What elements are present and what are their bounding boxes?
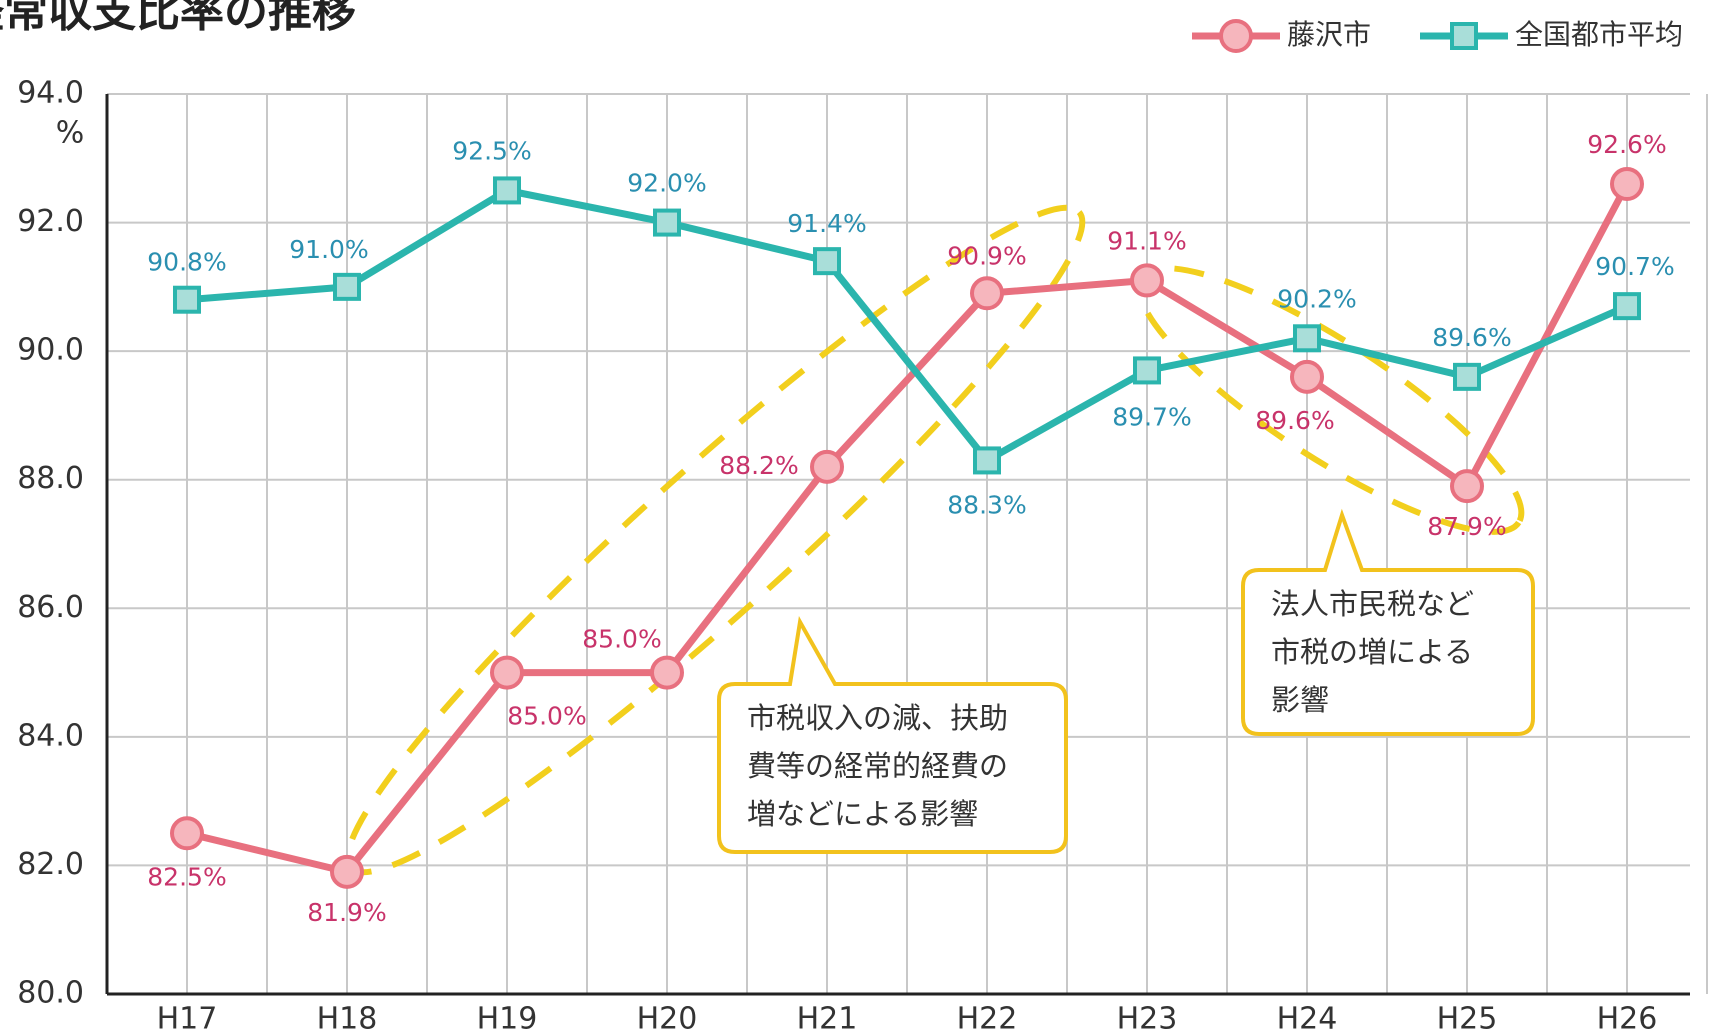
data-label: 89.6% (1255, 406, 1334, 435)
y-tick-label: 88.0 (17, 461, 84, 496)
series-line (186, 182, 1631, 876)
y-tick-label: 94.0 (17, 76, 84, 111)
x-tick-label: H22 (957, 1002, 1018, 1035)
point-marker (973, 446, 1001, 475)
point-marker (1133, 356, 1161, 385)
point-marker (1610, 167, 1644, 201)
data-label: 89.7% (1112, 402, 1191, 431)
callout-text: 市税の増による (1271, 635, 1473, 669)
y-tick-label: 90.0 (17, 333, 84, 368)
x-tick-label: H21 (797, 1002, 858, 1035)
data-label: 85.0% (582, 625, 661, 654)
x-tick-label: H26 (1597, 1002, 1658, 1035)
legend-marker (1219, 19, 1253, 53)
callout-text: 費等の経常的経費の (747, 749, 1008, 783)
point-marker (1450, 469, 1484, 504)
point-marker (653, 208, 681, 237)
plot: 82.5% 81.9% 85.0% 85.0% 88.2% 90.9% 91.1% 89.6%… (147, 130, 1674, 927)
data-label: 92.0% (627, 169, 706, 198)
point-marker (493, 176, 521, 205)
x-tick-label: H20 (637, 1002, 698, 1035)
legend-marker (1450, 22, 1478, 50)
point-marker (970, 276, 1004, 311)
data-label: 81.9% (307, 898, 386, 927)
data-label: 92.6% (1587, 130, 1666, 159)
data-label: 85.0% (507, 702, 586, 731)
y-tick-label: 86.0 (17, 590, 84, 625)
data-label: 90.8% (147, 248, 226, 277)
point-marker (330, 854, 364, 889)
data-label: 87.9% (1427, 512, 1506, 541)
data-label: 91.0% (289, 235, 368, 264)
point-marker (1290, 359, 1324, 394)
y-unit: % (56, 116, 85, 151)
callout-text: 影響 (1271, 683, 1329, 717)
point-marker (810, 449, 844, 484)
grid (105, 93, 1708, 996)
point-marker (1130, 263, 1164, 298)
callout-text: 法人市民税など (1271, 587, 1474, 621)
x-tick-label: H18 (317, 1002, 378, 1035)
series-line (186, 186, 1629, 464)
legend-label: 全国都市平均 (1515, 18, 1683, 51)
callout (1241, 508, 1535, 736)
x-tick-label: H24 (1277, 1002, 1338, 1035)
y-tick-label: 84.0 (17, 718, 84, 753)
x-tick-label: H19 (477, 1002, 538, 1035)
data-label: 90.7% (1595, 252, 1674, 281)
data-label: 82.5% (147, 862, 226, 891)
callout (717, 616, 1068, 854)
point-marker (813, 247, 841, 276)
y-tick-label: 92.0 (17, 204, 84, 239)
chart-title: 経常収支比率の推移 (0, 0, 356, 37)
point-marker (1613, 292, 1641, 321)
x-tick-label: H25 (1437, 1002, 1498, 1035)
data-label: 88.3% (947, 490, 1026, 519)
point-marker (173, 285, 201, 314)
point-marker (1293, 324, 1321, 353)
x-tick-label: H17 (157, 1002, 218, 1035)
point-marker (333, 272, 361, 301)
point-marker (1453, 362, 1481, 391)
legend-label: 藤沢市 (1287, 18, 1371, 51)
data-label: 90.9% (947, 241, 1026, 270)
point-marker (170, 816, 204, 851)
data-label: 91.4% (787, 209, 866, 238)
point-marker (490, 655, 524, 690)
data-label: 89.6% (1432, 323, 1511, 352)
callout-text: 増などによる影響 (747, 797, 978, 831)
y-tick-label: 80.0 (17, 976, 84, 1011)
point-marker (650, 655, 684, 690)
y-tick-label: 82.0 (17, 847, 84, 882)
data-label: 92.5% (452, 136, 531, 165)
callout-text: 市税収入の減、扶助 (747, 701, 1008, 735)
data-label: 91.1% (1107, 226, 1186, 255)
data-label: 90.2% (1277, 284, 1356, 313)
data-label: 88.2% (719, 451, 798, 480)
x-tick-label: H23 (1117, 1002, 1178, 1035)
